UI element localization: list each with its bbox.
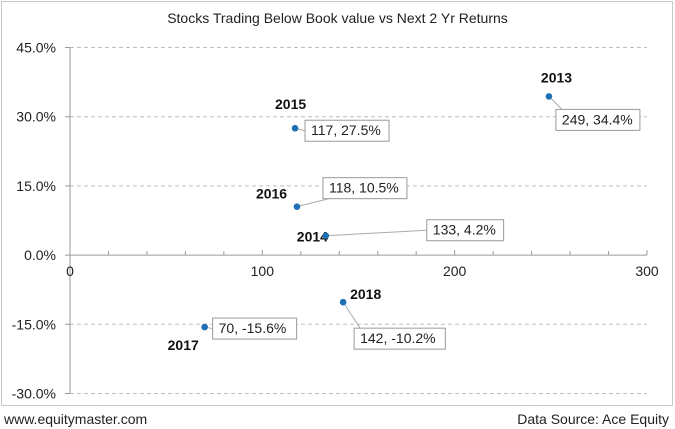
data-label-box: [212, 317, 298, 340]
data-label: 118, 10.5%: [329, 180, 399, 196]
chart-frame: [1, 1, 673, 406]
data-label: 117, 27.5%: [311, 122, 381, 138]
y-tick-label: -15.0%: [12, 316, 56, 332]
x-tick-label: 300: [635, 263, 659, 279]
data-label-box: [353, 327, 446, 350]
data-point: [291, 124, 299, 132]
x-tick-label: 200: [443, 263, 467, 279]
year-label: 2017: [168, 337, 199, 353]
x-tick-label: 100: [251, 263, 275, 279]
data-label-box: [322, 177, 408, 200]
data-label: 70, -15.6%: [219, 320, 287, 336]
x-tick-label: 0: [66, 263, 74, 279]
y-tick-label: 0.0%: [24, 247, 56, 263]
data-label-leader-line: [342, 301, 361, 329]
y-tick-label: 45.0%: [16, 40, 56, 56]
data-label-box: [426, 219, 505, 242]
data-source-note: Data Source: Ace Equity: [517, 411, 669, 427]
data-label: 133, 4.2%: [433, 222, 496, 238]
year-label: 2018: [350, 286, 381, 302]
data-point: [293, 203, 301, 210]
y-tick-label: -30.0%: [12, 386, 56, 402]
source-website: www.equitymaster.com: [4, 411, 148, 427]
data-label-leader-line: [325, 229, 427, 237]
data-point: [545, 93, 553, 100]
data-label-box: [555, 108, 641, 131]
year-label: 2014: [297, 229, 328, 245]
data-label: 249, 34.4%: [562, 111, 633, 127]
data-point: [339, 298, 347, 306]
y-tick-label: 15.0%: [16, 178, 56, 194]
data-label-leader-line: [296, 198, 330, 208]
year-label: 2015: [275, 96, 306, 112]
data-point: [322, 232, 330, 240]
year-label: 2016: [256, 186, 287, 202]
chart-title: Stocks Trading Below Book value vs Next …: [167, 10, 508, 26]
year-label: 2013: [541, 69, 572, 85]
data-point: [201, 323, 208, 331]
data-label-box: [304, 119, 390, 142]
y-tick-label: 30.0%: [16, 109, 56, 125]
data-label: 142, -10.2%: [360, 330, 436, 346]
